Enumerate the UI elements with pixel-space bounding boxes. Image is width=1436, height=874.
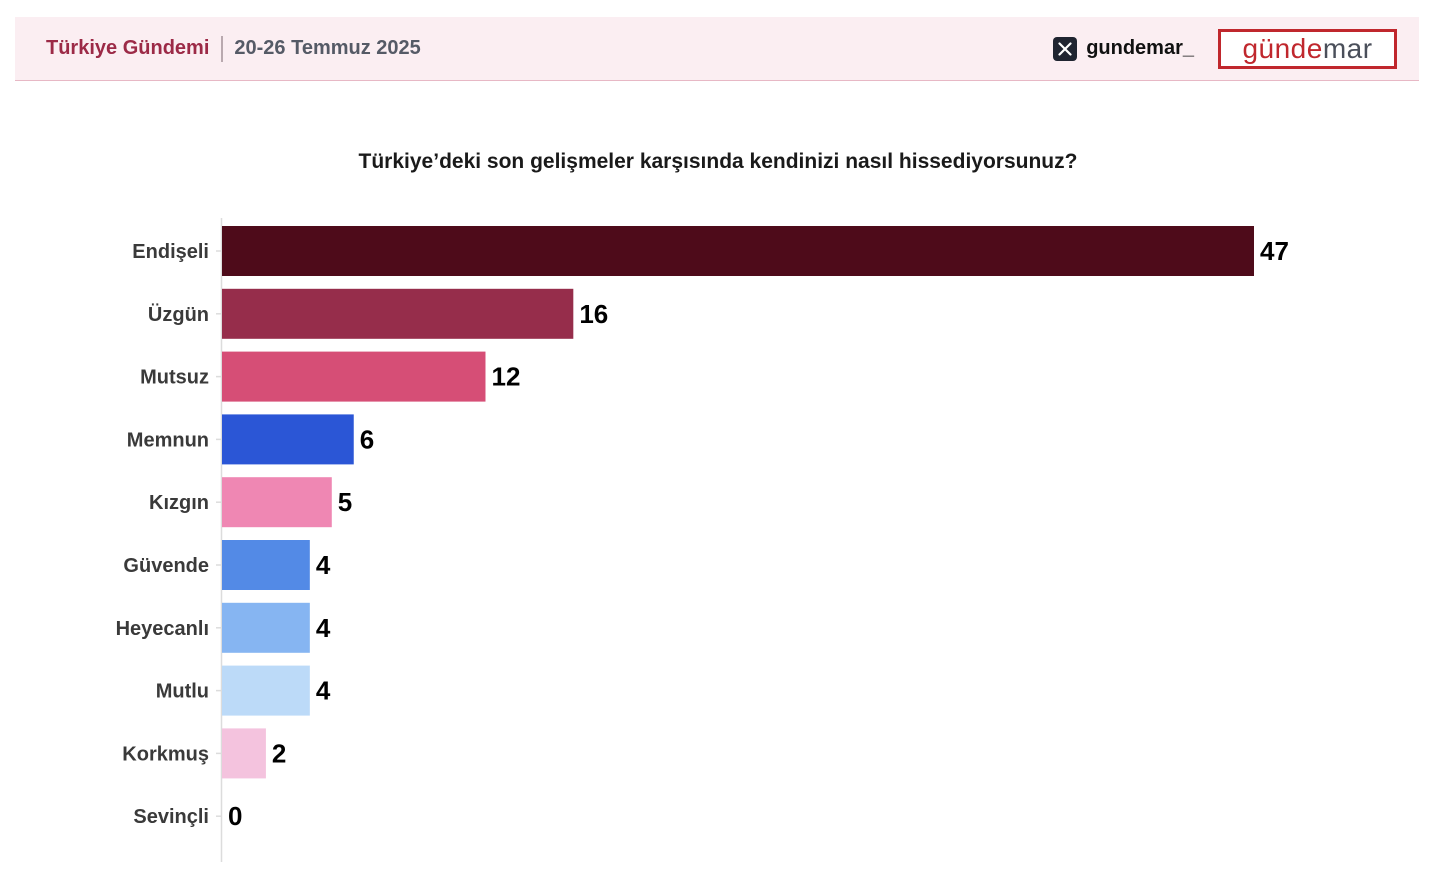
x-logo-glyph (1058, 41, 1072, 56)
bar (222, 351, 486, 402)
header-left: Türkiye Gündemi 20-26 Temmuz 2025 (46, 17, 421, 80)
category-label: Heyecanlı (116, 618, 209, 640)
header-divider (221, 35, 224, 62)
value-label: 12 (491, 362, 520, 392)
category-label: Korkmuş (122, 743, 209, 765)
value-label: 2 (272, 738, 286, 768)
bar (222, 288, 574, 339)
header-right: gundemar_ günde mar (1053, 17, 1397, 80)
category-label: Sevinçli (133, 806, 209, 828)
logo-text-part2: mar (1322, 32, 1373, 64)
value-label: 6 (360, 424, 374, 454)
bar (222, 728, 266, 779)
chart-title: Türkiye’deki son gelişmeler karşısında k… (358, 150, 1078, 173)
value-label: 4 (316, 550, 331, 580)
category-label: Mutlu (156, 681, 209, 703)
brand-name: Türkiye Gündemi (46, 37, 210, 59)
category-label: Memnun (127, 429, 209, 451)
category-label: Mutsuz (140, 367, 209, 389)
logo-text-part1: günde (1242, 32, 1323, 64)
value-label: 0 (228, 801, 242, 831)
category-label: Üzgün (148, 303, 209, 326)
bar (222, 665, 310, 716)
x-icon[interactable] (1053, 36, 1078, 61)
category-label: Kızgın (149, 492, 209, 514)
value-label: 4 (316, 676, 331, 706)
bar (222, 540, 310, 590)
value-label: 5 (338, 487, 352, 517)
bar (222, 602, 310, 653)
date-range: 20-26 Temmuz 2025 (234, 37, 421, 59)
bar (222, 477, 332, 528)
header-bar: Türkiye Gündemi 20-26 Temmuz 2025 gundem… (15, 17, 1419, 81)
category-label: Güvende (123, 555, 209, 577)
category-label: Endişeli (132, 241, 209, 263)
gundemar-logo[interactable]: günde mar (1218, 28, 1397, 69)
bar (222, 226, 1254, 276)
value-label: 47 (1260, 236, 1289, 266)
value-label: 4 (316, 613, 331, 643)
value-label: 16 (579, 299, 608, 329)
bar (222, 414, 354, 465)
social-handle[interactable]: gundemar_ (1086, 37, 1194, 59)
